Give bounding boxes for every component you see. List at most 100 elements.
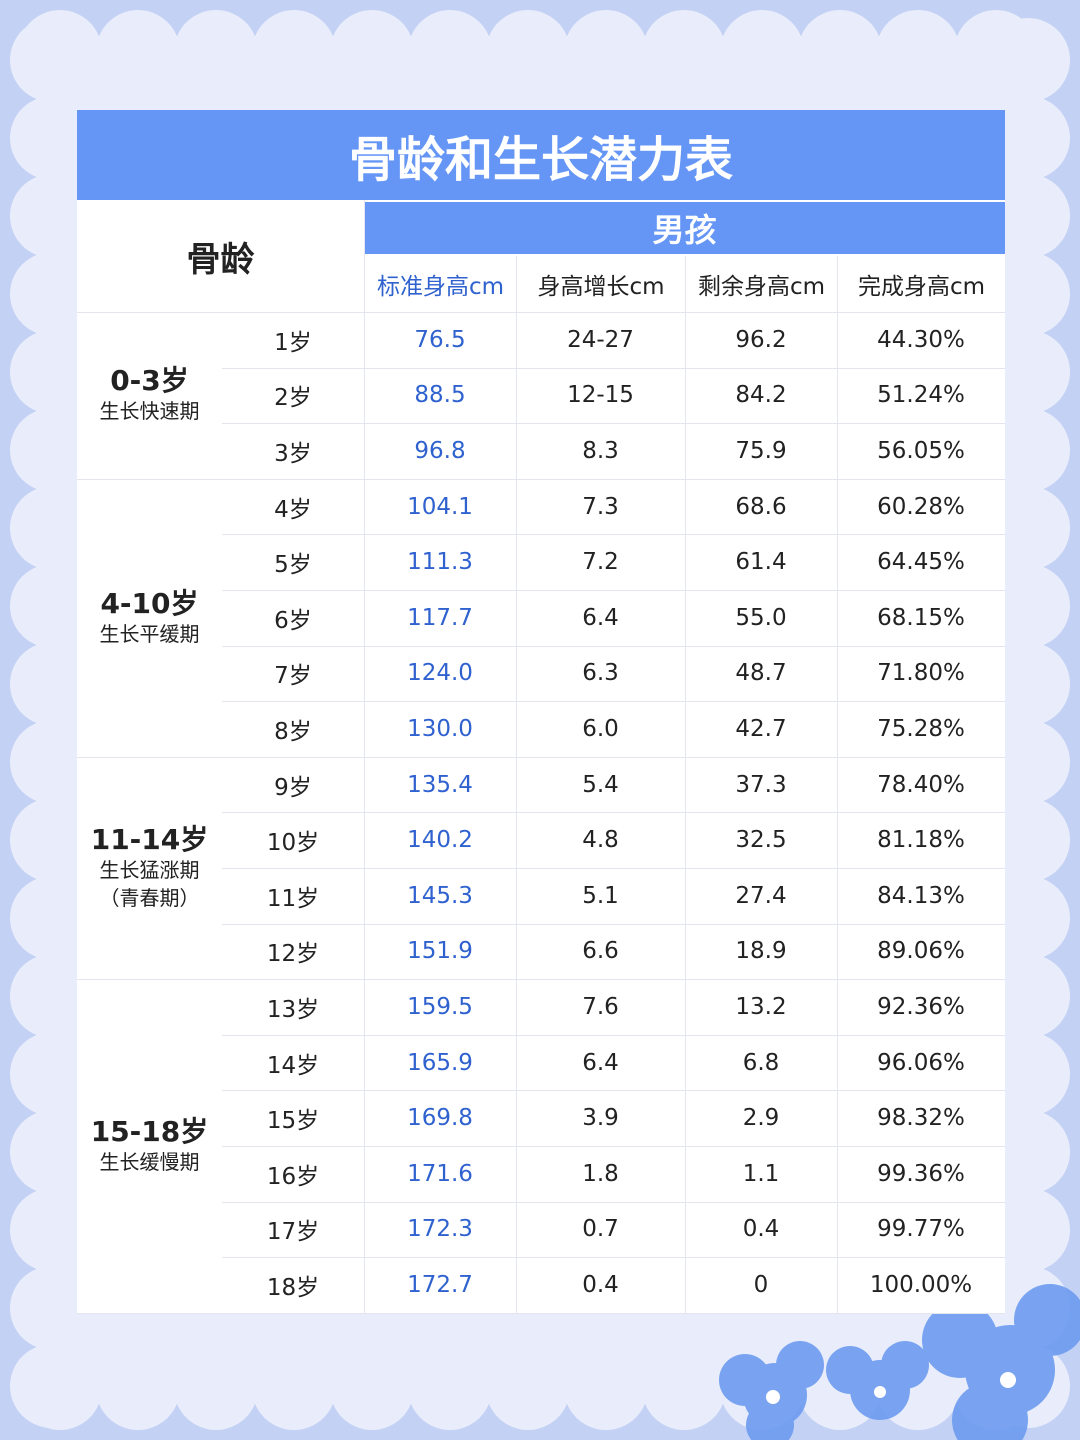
- row-divider: [222, 1257, 1005, 1259]
- column-divider: [837, 312, 838, 1313]
- group-sublabel: 生长平缓期: [99, 621, 200, 646]
- value-cell: 5.4: [582, 771, 619, 798]
- value-cell: 7.2: [582, 549, 619, 576]
- column-header: 剩余身高cm: [685, 256, 837, 312]
- row-divider: [222, 756, 1005, 758]
- row-divider: [222, 423, 1005, 425]
- row-divider: [222, 979, 1005, 981]
- row-divider: [222, 534, 1005, 536]
- value-cell: 68.15%: [877, 604, 965, 631]
- title: 骨龄和生长潜力表: [77, 110, 1005, 200]
- value-cell: 81.18%: [877, 827, 965, 854]
- row-divider: [222, 478, 1005, 480]
- value-cell: 124.0: [407, 660, 473, 687]
- group-cell: 15-18岁 生长缓慢期: [77, 979, 222, 1313]
- group-divider: [77, 756, 222, 758]
- value-cell: 0.7: [582, 1216, 619, 1243]
- group-divider: [77, 979, 222, 981]
- value-cell: 5.1: [582, 882, 619, 909]
- group-cell: 11-14岁 生长猛涨期 （青春期）: [77, 757, 222, 979]
- column-header: 标准身高cm: [364, 256, 516, 312]
- value-cell: 24-27: [567, 326, 634, 353]
- column-divider: [364, 312, 365, 1313]
- value-cell: 165.9: [407, 1049, 473, 1076]
- group-sublabel: 生长快速期: [99, 399, 200, 424]
- group-label: 0-3岁: [110, 364, 189, 398]
- value-cell: 60.28%: [877, 493, 965, 520]
- value-cell: 0.4: [582, 1271, 619, 1298]
- group-label: 11-14岁: [90, 822, 209, 856]
- value-cell: 37.3: [735, 771, 787, 798]
- divider: [77, 312, 1005, 313]
- value-cell: 145.3: [407, 882, 473, 909]
- group-label: 4-10岁: [100, 586, 199, 620]
- age-cell: 12岁: [266, 941, 320, 968]
- group-cell: 0-3岁 生长快速期: [77, 312, 222, 479]
- value-cell: 159.5: [407, 993, 473, 1020]
- bone-age-header: 骨龄: [186, 239, 255, 280]
- growth-table: 骨龄和生长潜力表 骨龄 男孩 标准身高cm 身高增长cm 剩余身高cm 完成身高cm 1…: [77, 110, 1005, 1314]
- age-cell: 13岁: [266, 996, 320, 1023]
- value-cell: 42.7: [735, 715, 787, 742]
- value-cell: 3.9: [582, 1105, 619, 1132]
- row-divider: [222, 868, 1005, 869]
- row-divider: [222, 1034, 1005, 1036]
- group-divider: [77, 478, 222, 480]
- row-divider: [222, 1312, 1005, 1314]
- value-cell: 92.36%: [877, 993, 965, 1020]
- age-cell: 18岁: [266, 1274, 320, 1301]
- age-cell: 5岁: [274, 552, 312, 579]
- value-cell: 6.8: [742, 1049, 780, 1076]
- value-cell: 12-15: [567, 382, 634, 409]
- value-cell: 1.1: [742, 1160, 780, 1187]
- value-cell: 44.30%: [877, 326, 965, 353]
- age-cell: 11岁: [266, 885, 320, 912]
- column-divider: [685, 312, 686, 1313]
- age-cell: 7岁: [274, 663, 312, 690]
- value-cell: 130.0: [407, 715, 473, 742]
- value-cell: 64.45%: [877, 549, 965, 576]
- value-cell: 0.4: [742, 1216, 780, 1243]
- value-cell: 4.8: [582, 827, 619, 854]
- value-cell: 88.5: [414, 382, 466, 409]
- value-cell: 55.0: [735, 604, 787, 631]
- value-cell: 99.77%: [877, 1216, 965, 1243]
- age-cell: 4岁: [274, 496, 312, 523]
- age-cell: 15岁: [266, 1108, 320, 1135]
- value-cell: 76.5: [414, 326, 466, 353]
- column-divider: [364, 200, 365, 312]
- value-cell: 84.13%: [877, 882, 965, 909]
- row-divider: [222, 590, 1005, 591]
- value-cell: 135.4: [407, 771, 473, 798]
- value-cell: 8.3: [582, 437, 619, 464]
- value-cell: 27.4: [735, 882, 787, 909]
- age-cell: 1岁: [274, 329, 312, 356]
- age-cell: 8岁: [274, 718, 312, 745]
- group-sublabel: （青春期）: [99, 885, 200, 910]
- row-divider: [222, 812, 1005, 814]
- value-cell: 68.6: [735, 493, 787, 520]
- value-cell: 117.7: [407, 604, 473, 631]
- row-divider: [222, 645, 1005, 647]
- value-cell: 0: [753, 1271, 769, 1298]
- age-cell: 6岁: [274, 607, 312, 634]
- group-cell: 4-10岁 生长平缓期: [77, 479, 222, 757]
- group-label: 15-18岁: [90, 1114, 209, 1148]
- value-cell: 48.7: [735, 660, 787, 687]
- value-cell: 75.9: [735, 437, 787, 464]
- boy-header: 男孩: [364, 202, 1005, 254]
- value-cell: 172.7: [407, 1271, 473, 1298]
- row-divider: [222, 923, 1005, 925]
- value-cell: 78.40%: [877, 771, 965, 798]
- value-cell: 51.24%: [877, 382, 965, 409]
- value-cell: 98.32%: [877, 1105, 965, 1132]
- value-cell: 6.3: [582, 660, 619, 687]
- value-cell: 6.6: [582, 938, 619, 965]
- value-cell: 96.2: [735, 326, 787, 353]
- value-cell: 96.06%: [877, 1049, 965, 1076]
- value-cell: 71.80%: [877, 660, 965, 687]
- column-header: 完成身高cm: [837, 256, 1005, 312]
- group-divider: [77, 1312, 222, 1314]
- value-cell: 13.2: [735, 993, 787, 1020]
